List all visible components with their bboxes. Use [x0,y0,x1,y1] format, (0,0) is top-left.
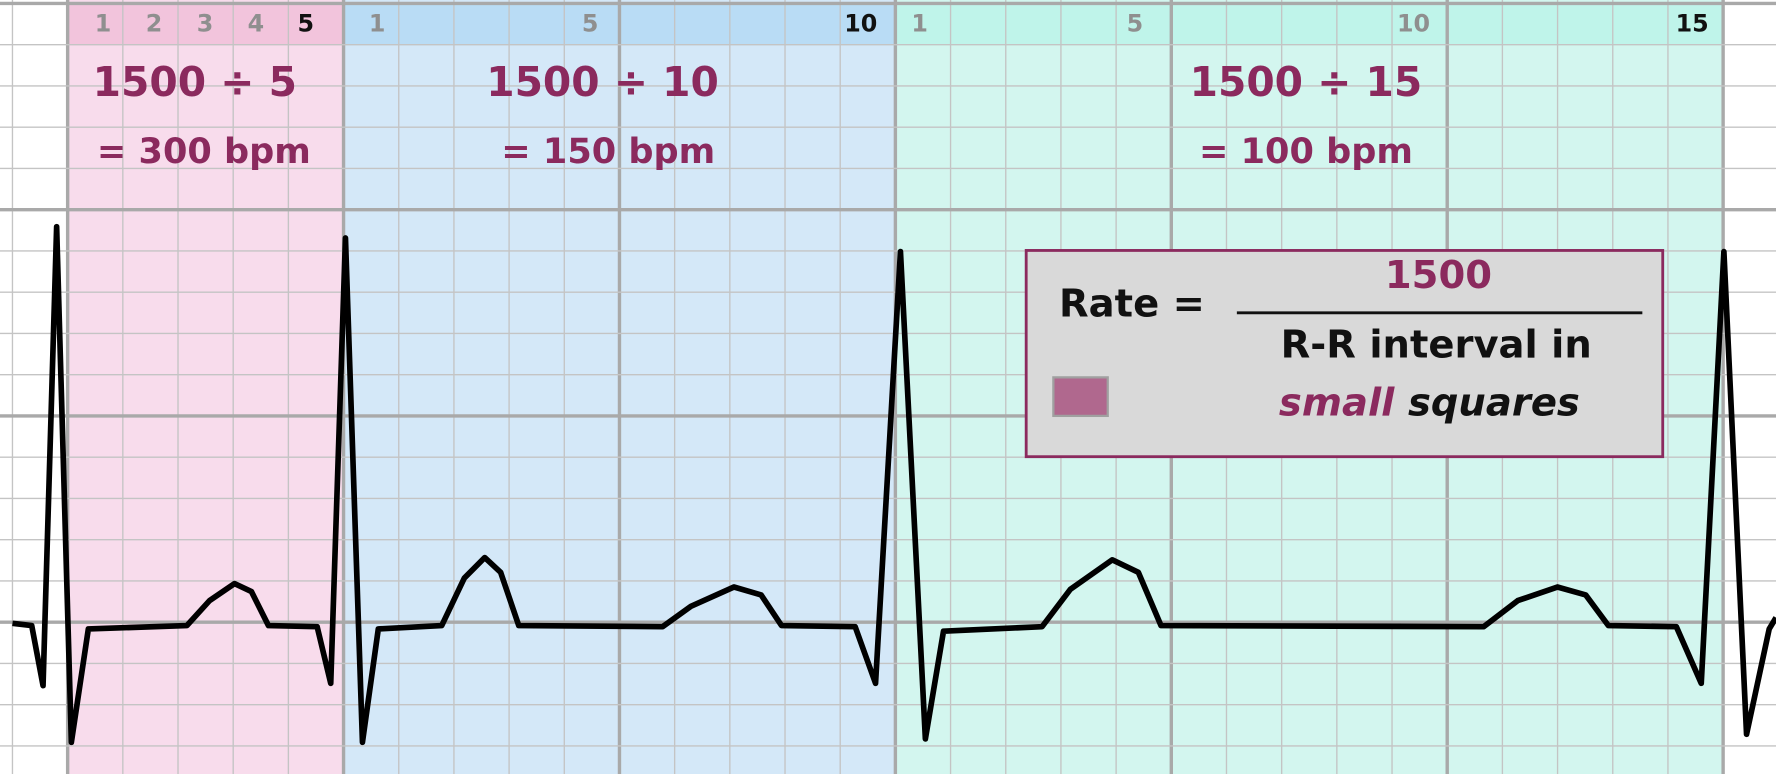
rate-formula: 1500 ÷ 5 [93,58,297,106]
square-count: 1 [369,9,386,37]
square-count: 3 [197,9,214,37]
rate-result: = 300 bpm [97,131,311,172]
header-pink [67,4,344,46]
header-cyan [894,4,1723,46]
square-count: 1 [911,9,928,37]
rate-result: = 100 bpm [1199,131,1413,172]
rate-result: = 150 bpm [501,131,715,172]
rate-formula: 1500 ÷ 10 [486,58,719,106]
denominator-emph: small [1279,380,1395,425]
denominator-end: squares [1408,380,1580,425]
square-count: 5 [1127,9,1144,37]
rate-lhs: Rate = [1059,281,1205,326]
rate-formula: 1500 ÷ 15 [1190,58,1423,106]
square-count: 4 [248,9,265,37]
denominator-line1: R-R interval in [1281,322,1592,367]
box-frame [1024,249,1665,459]
square-count: 10 [1397,9,1430,37]
rate-box: Rate = 1500 R-R interval in small squares [1024,249,1665,459]
square-count: 5 [582,9,599,37]
numerator: 1500 [1385,253,1492,298]
square-count: 5 [298,9,315,37]
denominator-line2: small squares [1279,380,1580,425]
square-count: 2 [146,9,163,37]
small-square-swatch [1052,376,1109,418]
region-pink [67,0,344,774]
square-count: 15 [1676,9,1709,37]
ecg-trace [12,223,1776,746]
square-count: 10 [844,9,877,37]
square-count: 1 [95,9,112,37]
